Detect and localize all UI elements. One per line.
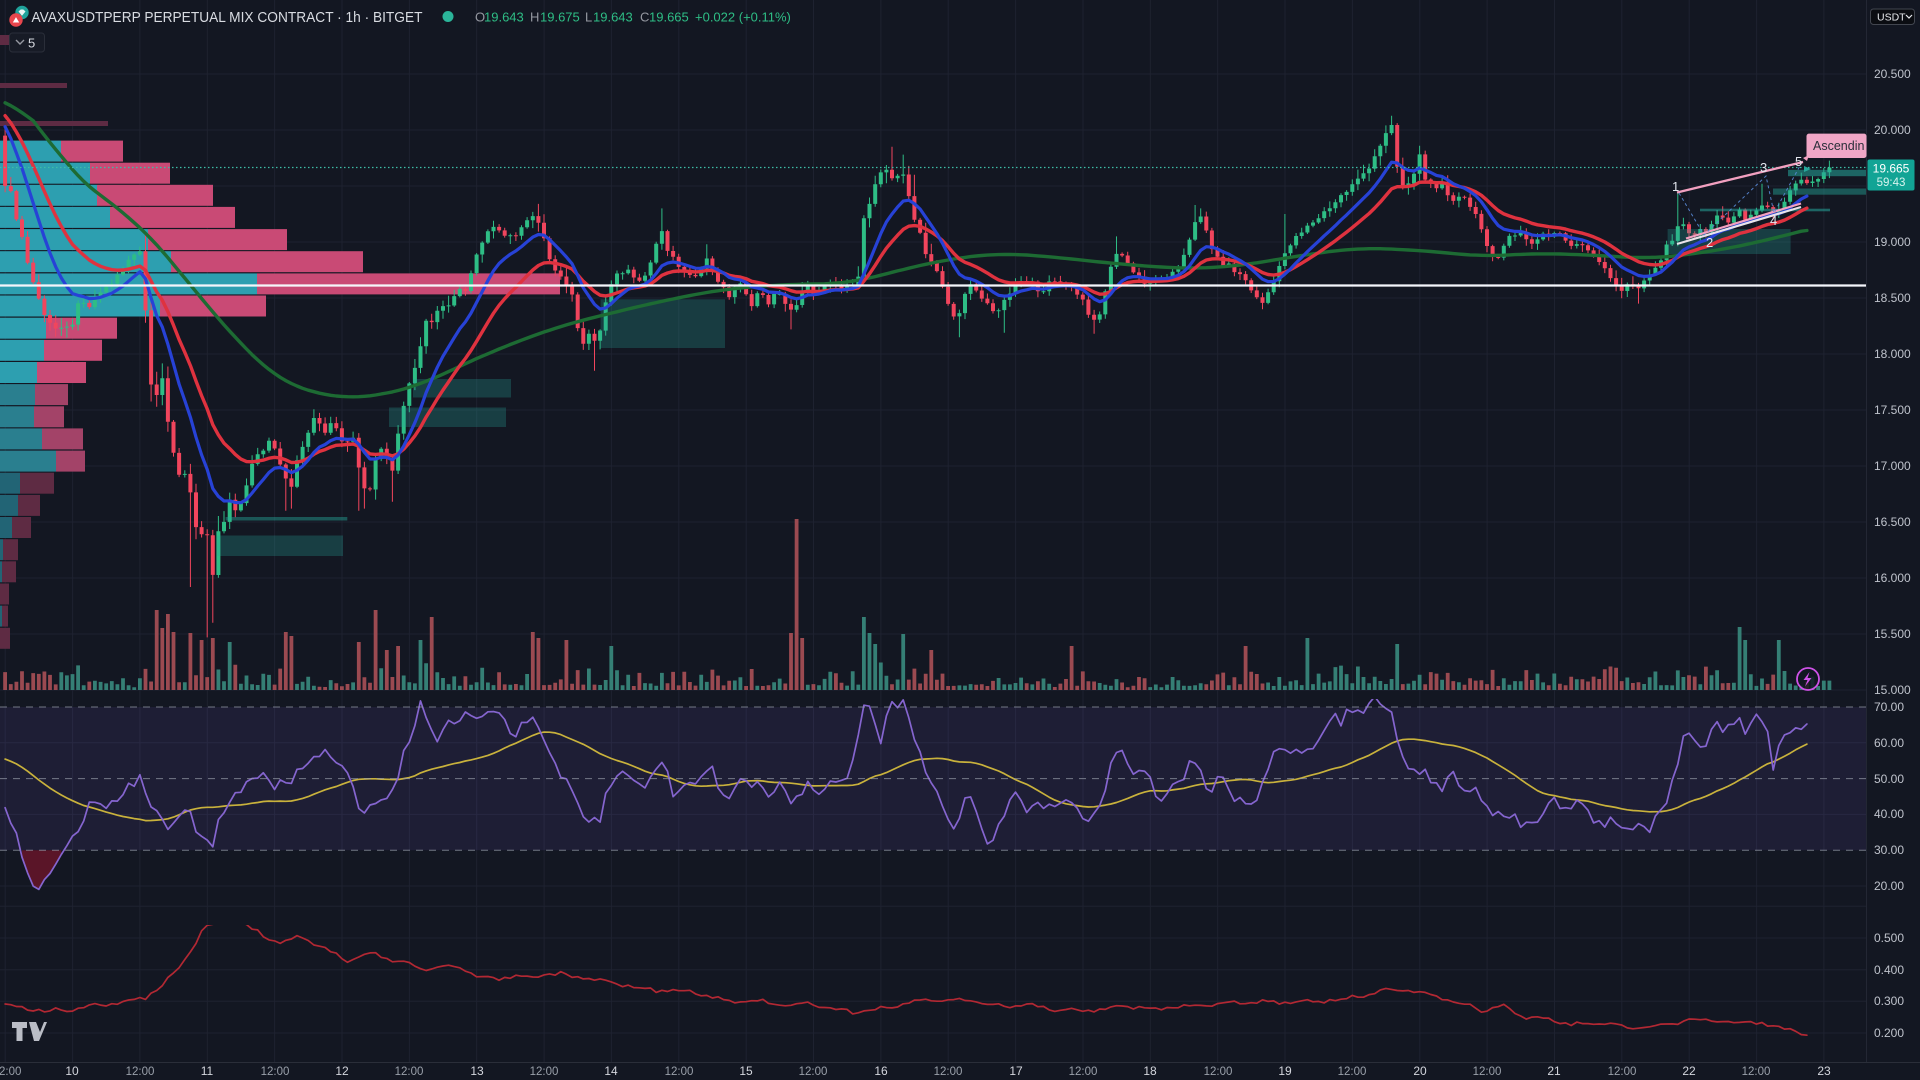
svg-text:19.665: 19.665 — [1873, 162, 1910, 176]
svg-text:70.00: 70.00 — [1874, 700, 1904, 714]
svg-text:0.200: 0.200 — [1874, 1026, 1904, 1040]
svg-text:40.00: 40.00 — [1874, 807, 1904, 821]
svg-text:O: O — [475, 10, 485, 25]
svg-text:12:00: 12:00 — [530, 1066, 559, 1078]
svg-text:USDT: USDT — [1877, 12, 1906, 24]
svg-text:12:00: 12:00 — [0, 1066, 21, 1078]
svg-text:18.000: 18.000 — [1874, 347, 1911, 361]
svg-text:12:00: 12:00 — [395, 1066, 424, 1078]
svg-text:19.643: 19.643 — [484, 10, 524, 25]
svg-text:19.675: 19.675 — [540, 10, 580, 25]
svg-text:16: 16 — [874, 1064, 888, 1078]
svg-text:18.500: 18.500 — [1874, 291, 1911, 305]
svg-text:12:00: 12:00 — [799, 1066, 828, 1078]
svg-text:12:00: 12:00 — [126, 1066, 155, 1078]
svg-text:12: 12 — [335, 1064, 349, 1078]
svg-text:1: 1 — [1672, 179, 1679, 194]
svg-text:12:00: 12:00 — [1338, 1066, 1367, 1078]
svg-text:59:43: 59:43 — [1877, 177, 1906, 189]
svg-text:20.00: 20.00 — [1874, 879, 1904, 893]
svg-text:0.400: 0.400 — [1874, 963, 1904, 977]
svg-text:17.500: 17.500 — [1874, 403, 1911, 417]
svg-text:30.00: 30.00 — [1874, 843, 1904, 857]
svg-text:18: 18 — [1143, 1064, 1157, 1078]
svg-text:17: 17 — [1009, 1064, 1023, 1078]
svg-text:15.000: 15.000 — [1874, 683, 1911, 697]
svg-text:15.500: 15.500 — [1874, 627, 1911, 641]
svg-text:14: 14 — [604, 1064, 618, 1078]
svg-text:12:00: 12:00 — [934, 1066, 963, 1078]
svg-text:19: 19 — [1278, 1064, 1292, 1078]
svg-text:20.000: 20.000 — [1874, 123, 1911, 137]
svg-text:19.665: 19.665 — [649, 10, 689, 25]
svg-text:0.500: 0.500 — [1874, 931, 1904, 945]
svg-text:Ascendin: Ascendin — [1813, 139, 1864, 153]
svg-text:13: 13 — [470, 1064, 484, 1078]
svg-text:H: H — [530, 10, 539, 25]
svg-text:+0.022 (+0.11%): +0.022 (+0.11%) — [695, 10, 791, 25]
svg-text:20: 20 — [1413, 1064, 1427, 1078]
svg-text:12:00: 12:00 — [665, 1066, 694, 1078]
svg-text:0.300: 0.300 — [1874, 994, 1904, 1008]
svg-text:12:00: 12:00 — [1742, 1066, 1771, 1078]
svg-text:16.000: 16.000 — [1874, 571, 1911, 585]
svg-text:19.643: 19.643 — [593, 10, 633, 25]
svg-text:11: 11 — [201, 1064, 214, 1078]
svg-text:15: 15 — [739, 1064, 753, 1078]
svg-text:AVAXUSDTPERP PERPETUAL MIX CON: AVAXUSDTPERP PERPETUAL MIX CONTRACT · 1h… — [32, 10, 423, 26]
svg-text:L: L — [585, 10, 592, 25]
svg-text:50.00: 50.00 — [1874, 772, 1904, 786]
svg-text:12:00: 12:00 — [1204, 1066, 1233, 1078]
svg-text:C: C — [640, 10, 649, 25]
svg-text:19.000: 19.000 — [1874, 235, 1911, 249]
svg-text:5: 5 — [1795, 154, 1802, 169]
svg-text:12:00: 12:00 — [1069, 1066, 1098, 1078]
svg-text:60.00: 60.00 — [1874, 736, 1904, 750]
svg-text:5: 5 — [28, 36, 35, 51]
svg-text:20.500: 20.500 — [1874, 67, 1911, 81]
svg-text:4: 4 — [1770, 213, 1777, 228]
svg-text:3: 3 — [1760, 160, 1767, 175]
svg-text:12:00: 12:00 — [1608, 1066, 1637, 1078]
svg-text:22: 22 — [1682, 1064, 1696, 1078]
svg-text:12:00: 12:00 — [261, 1066, 290, 1078]
svg-text:17.000: 17.000 — [1874, 459, 1911, 473]
svg-text:12:00: 12:00 — [1473, 1066, 1502, 1078]
svg-text:21: 21 — [1547, 1064, 1561, 1078]
svg-text:2: 2 — [1706, 235, 1713, 250]
svg-text:23: 23 — [1817, 1064, 1831, 1078]
svg-text:10: 10 — [65, 1064, 79, 1078]
svg-text:16.500: 16.500 — [1874, 515, 1911, 529]
